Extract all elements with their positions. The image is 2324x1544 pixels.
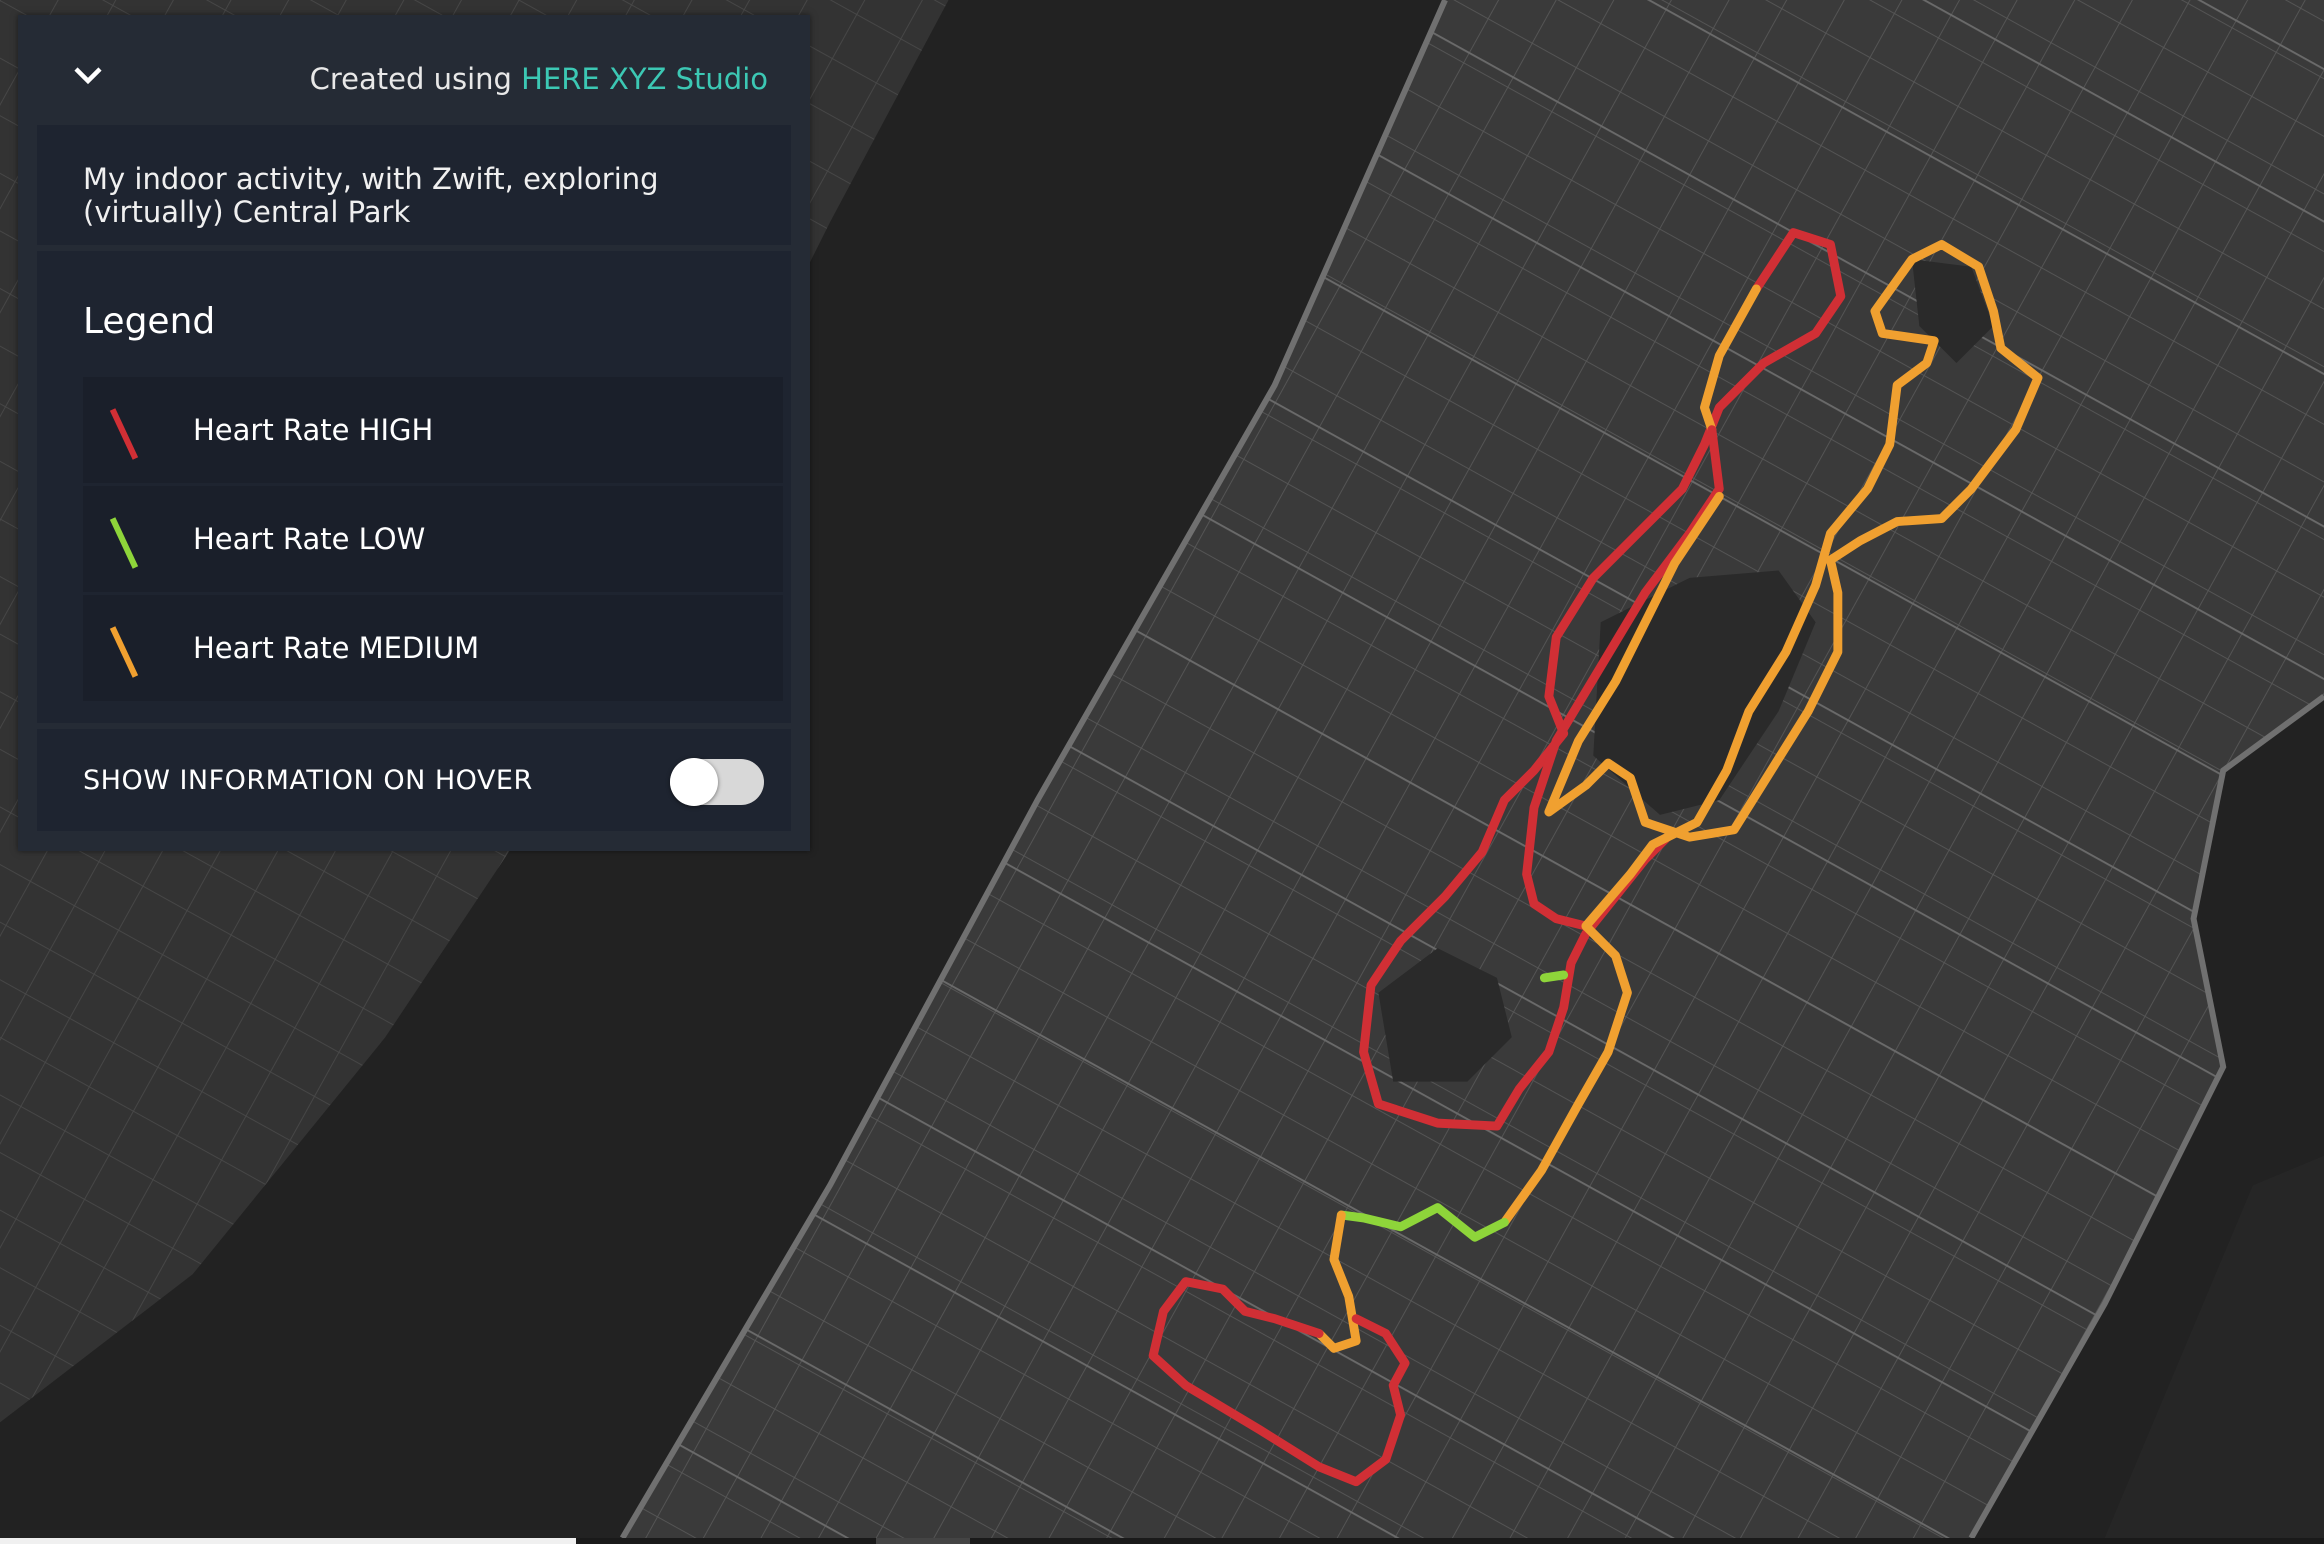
legend-item-low: Heart Rate LOW xyxy=(83,486,783,592)
bottom-bar xyxy=(0,1538,2324,1544)
line-swatch-icon xyxy=(109,408,139,460)
hover-info-label: SHOW INFORMATION ON HOVER xyxy=(83,765,533,796)
info-panel: Created using HERE XYZ Studio My indoor … xyxy=(18,15,810,851)
panel-header: Created using HERE XYZ Studio xyxy=(18,15,810,135)
legend-label: Heart Rate MEDIUM xyxy=(193,631,480,665)
route-segment xyxy=(1148,1277,1410,1487)
legend-item-medium: Heart Rate MEDIUM xyxy=(83,595,783,701)
hover-info-toggle[interactable] xyxy=(670,758,764,806)
route-segment xyxy=(1336,1203,1509,1242)
hover-info-setting: SHOW INFORMATION ON HOVER xyxy=(37,729,791,831)
toggle-knob xyxy=(670,758,718,806)
legend-label: Heart Rate HIGH xyxy=(193,413,434,447)
route-segment xyxy=(1700,284,1761,435)
line-swatch-icon xyxy=(109,517,139,569)
legend: Legend Heart Rate HIGH Heart Rate LOW He… xyxy=(37,251,791,723)
credit: Created using HERE XYZ Studio xyxy=(310,62,768,96)
chevron-down-icon[interactable] xyxy=(68,55,108,95)
map-description: My indoor activity, with Zwift, explorin… xyxy=(37,125,791,245)
here-xyz-studio-link[interactable]: HERE XYZ Studio xyxy=(521,62,768,96)
line-swatch-icon xyxy=(109,626,139,678)
legend-title: Legend xyxy=(83,301,216,342)
central-park-reservoir xyxy=(1593,570,1816,815)
route-segment xyxy=(1539,970,1569,983)
route-segment xyxy=(1499,240,2043,1227)
route-segment xyxy=(1359,228,1846,1131)
credit-prefix: Created using xyxy=(309,62,512,96)
legend-item-high: Heart Rate HIGH xyxy=(83,377,783,483)
legend-label: Heart Rate LOW xyxy=(193,522,426,556)
